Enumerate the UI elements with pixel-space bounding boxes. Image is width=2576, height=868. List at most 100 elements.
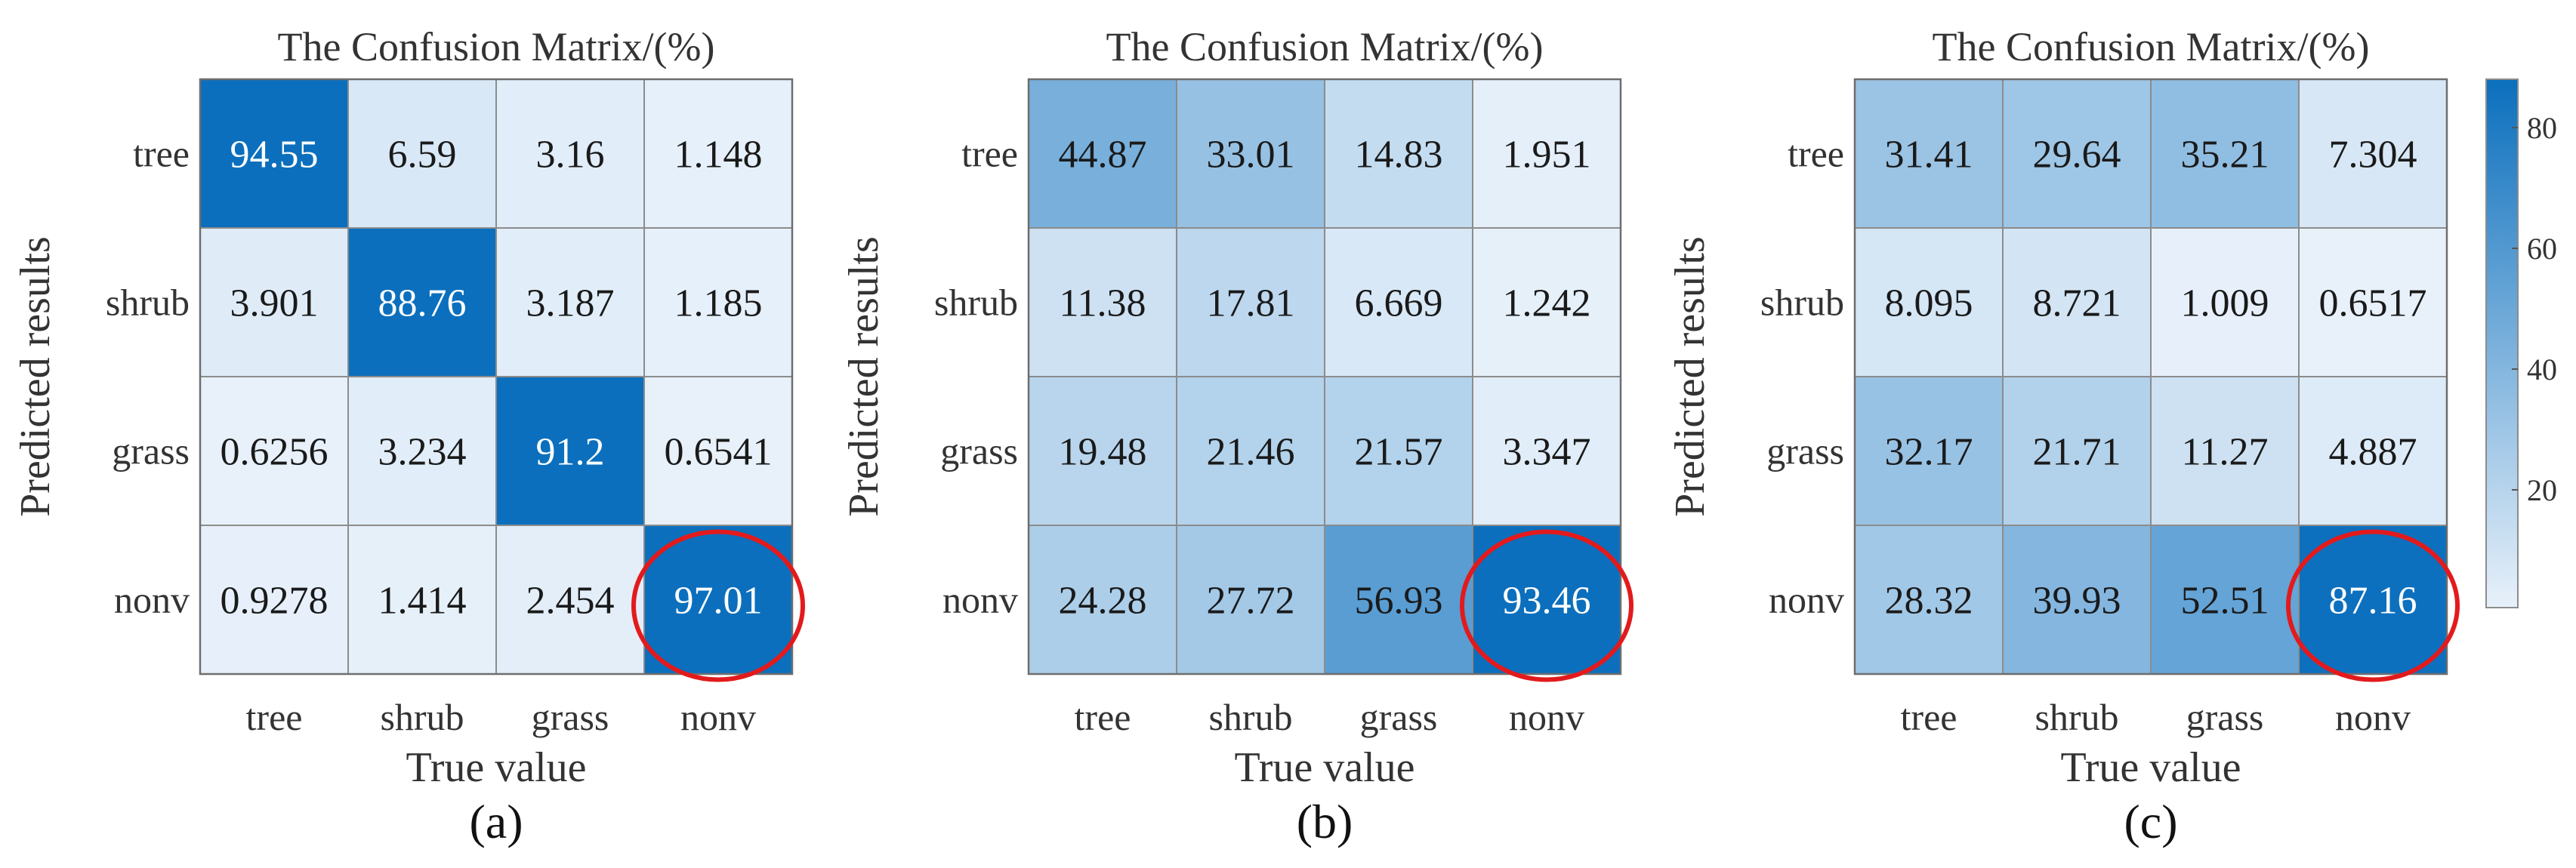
cell-value-label: 8.721 [2033,282,2121,325]
cell-value-label: 27.72 [1207,580,1295,623]
heatmap-cell [1028,525,1177,675]
cell-value-label: 14.83 [1355,134,1443,177]
y-tick-label: nonv [1769,579,1844,621]
heatmap-cell [1472,525,1621,675]
cell-value-label: 3.234 [378,431,467,474]
x-tick-label: grass [532,696,609,738]
chart-title: The Confusion Matrix/(%) [1933,24,2370,69]
cell-value-label: 29.64 [2033,134,2121,177]
heatmap-cell [2150,78,2300,229]
y-tick-label: grass [112,430,190,472]
x-tick-label: tree [1901,696,1957,738]
heatmap-cell [2298,78,2448,229]
cell-value-label: 17.81 [1207,282,1295,325]
highlight-circle [631,529,805,682]
y-axis-label: Predicted results [1667,236,1714,517]
x-tick-label: shrub [1208,696,1292,738]
cell-value-label: 35.21 [2181,134,2269,177]
cell-value-label: 33.01 [1207,134,1295,177]
heatmap-cell [199,525,349,675]
cell-value-label: 1.148 [674,134,763,177]
y-tick-label: tree [133,133,190,175]
cell-value-label: 1.009 [2181,282,2269,325]
cell-value-label: 1.242 [1503,282,1591,325]
x-tick-label: tree [1075,696,1131,738]
heatmap-cell [643,525,793,675]
cell-value-label: 97.01 [674,580,763,623]
heatmap-cell [495,525,645,675]
x-tick-label: grass [1360,696,1438,738]
cell-value-label: 21.71 [2033,431,2121,474]
cell-value-label: 3.901 [230,282,319,325]
heatmap-cell [1324,227,1473,377]
cell-value-label: 1.185 [674,282,763,325]
heatmap-cell [199,78,349,229]
cell-value-label: 4.887 [2329,431,2417,474]
heatmap-cell [1324,525,1473,675]
cell-value-label: 1.951 [1503,134,1591,177]
cell-value-label: 21.57 [1355,431,1443,474]
heatmap-cell [1176,78,1325,229]
heatmap-cell [347,78,497,229]
heatmap-cell [2150,525,2300,675]
confusion-matrix-panels: The Confusion Matrix/(%) 94.55 6.59 3.16 1.1… [12,24,2460,848]
cell-value-label: 32.17 [1885,431,1973,474]
chart-title: The Confusion Matrix/(%) [1106,24,1544,69]
grid-frame [1027,78,1622,676]
cell-value-label: 21.46 [1207,431,1295,474]
x-tick-label: nonv [1509,696,1584,738]
cell-value-label: 87.16 [2329,580,2417,623]
cell-value-label: 3.347 [1503,431,1591,474]
y-tick-label: shrub [1760,282,1844,324]
cell-value-label: 11.27 [2181,431,2268,474]
y-tick-label: nonv [114,579,190,621]
cell-value-label: 24.28 [1059,580,1147,623]
x-tick-label: shrub [2035,696,2118,738]
cell-value-label: 7.304 [2329,134,2417,177]
cell-value-label: 88.76 [378,282,467,325]
y-tick-label: shrub [106,282,190,324]
cell-value-label: 93.46 [1503,580,1591,623]
cell-value-label: 6.59 [388,134,457,177]
cell-value-label: 28.32 [1885,580,1973,623]
cell-value-label: 0.6256 [221,431,329,474]
panel-label: (c) [2124,795,2177,848]
cell-value-label: 3.16 [536,134,605,177]
grid-frame [199,78,794,676]
cell-value-label: 56.93 [1355,580,1443,623]
x-tick-label: tree [246,696,303,738]
cell-value-label: 0.6541 [665,431,773,474]
confusion-matrix-panel: The Confusion Matrix/(%) 31.41 29.64 35.21 7… [1667,24,2460,848]
heatmap-cell [1028,227,1177,377]
chart-title: The Confusion Matrix/(%) [278,24,715,69]
colorbar: 20 40 60 80 [2485,78,2557,608]
heatmap-cell [1854,227,2004,377]
cell-value-label: 6.669 [1355,282,1443,325]
x-axis-label: True value [1234,744,1414,791]
colorbar-tick-label: 60 [2527,232,2557,266]
cell-value-label: 1.414 [378,580,467,623]
y-tick-label: nonv [942,579,1018,621]
heatmap-cell [1176,227,1325,377]
y-tick-label: shrub [934,282,1018,324]
cell-value-label: 8.095 [1885,282,1973,325]
cell-value-label: 19.48 [1059,431,1147,474]
heatmap-cell [2002,78,2152,229]
y-axis-label: Predicted results [12,236,59,517]
heatmap-cell [1176,376,1325,526]
colorbar-tick-label: 80 [2527,111,2557,145]
heatmap-cell [643,78,793,229]
heatmap-cell [1472,78,1621,229]
cell-value-label: 91.2 [536,431,605,474]
confusion-matrix-panel: The Confusion Matrix/(%) 94.55 6.59 3.16 1.1… [12,24,805,848]
x-tick-label: grass [2186,696,2264,738]
cell-value-label: 39.93 [2033,580,2121,623]
panel-label: (a) [469,795,523,848]
heatmap-cell [1472,227,1621,377]
cell-value-label: 3.187 [526,282,615,325]
y-axis-label: Predicted results [841,236,887,517]
colorbar-tick-label: 20 [2527,473,2557,507]
heatmap-cell [1028,78,1177,229]
heatmap-cell [2150,376,2300,526]
